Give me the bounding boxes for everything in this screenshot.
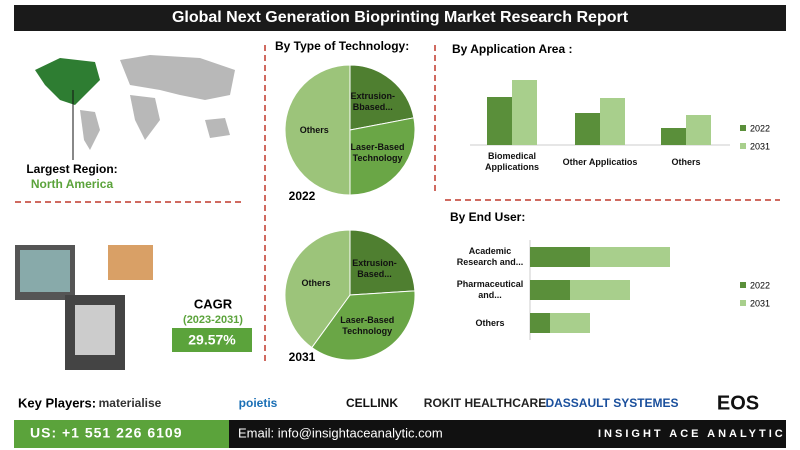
- legend-label: 2022: [750, 123, 770, 133]
- bar: [530, 280, 570, 300]
- legend-swatch: [740, 143, 746, 149]
- label-box: Extrusion-Bbased...: [350, 91, 396, 113]
- bar: [686, 115, 711, 145]
- label-box: Pharmaceutical and...: [456, 279, 524, 300]
- label: Extrusion-Based...: [352, 257, 397, 279]
- company-logo: DASSAULT SYSTEMES: [545, 396, 678, 410]
- label-box: Other Applicatios: [562, 156, 638, 167]
- bar: [512, 80, 537, 145]
- label: Others: [671, 156, 701, 167]
- legend-swatch: [740, 125, 746, 131]
- world-map: [35, 55, 235, 150]
- chart-title: By Type of Technology:: [275, 39, 409, 53]
- company-logo: EOS: [717, 392, 759, 414]
- pie-slice: [349, 117, 416, 196]
- brand: INSIGHT ACE ANALYTIC: [598, 428, 786, 440]
- company-logo: ROKIT HEALTHCARE: [424, 396, 546, 410]
- pie-slice: [349, 229, 416, 296]
- label-box: Academic Research and...: [456, 246, 524, 267]
- cagr-value: 29.57%: [188, 332, 236, 348]
- chart-subtitle: 2031: [289, 350, 316, 364]
- label-box: Laser-Based Technology: [340, 315, 395, 337]
- chart-title: By Application Area :: [452, 42, 572, 56]
- label-box: Laser-Based Technology: [350, 141, 405, 163]
- pie-slice: [311, 290, 416, 361]
- legend-label: 2031: [750, 298, 770, 308]
- label-box: Biomedical Applications: [484, 151, 539, 172]
- phone: US: +1 551 226 6109: [30, 425, 183, 441]
- company-logo: materialise: [99, 396, 162, 410]
- label: Others: [299, 124, 329, 135]
- bar: [550, 313, 590, 333]
- email-bar: [229, 420, 786, 448]
- label: Laser-Based Technology: [340, 315, 395, 337]
- label: Others: [475, 317, 505, 328]
- label-box: Others: [299, 124, 329, 135]
- label: Academic Research and...: [456, 246, 524, 267]
- bar: [590, 247, 670, 267]
- legend-label: 2031: [750, 141, 770, 151]
- label-box: Others: [301, 278, 331, 289]
- title: Global Next Generation Bioprinting Marke…: [172, 9, 629, 26]
- region-label: Largest Region:: [26, 162, 117, 176]
- pie-slice: [349, 64, 415, 131]
- cagr-box: [172, 328, 252, 352]
- label: Pharmaceutical and...: [456, 279, 524, 300]
- company-logo: poietis: [239, 396, 278, 410]
- email: Email: info@insightaceanalytic.com: [238, 425, 443, 440]
- bar: [575, 113, 600, 145]
- bar: [530, 247, 590, 267]
- region-value: North America: [31, 177, 114, 191]
- legend-swatch: [740, 282, 746, 288]
- bar: [530, 313, 550, 333]
- chart-title: By End User:: [450, 210, 525, 224]
- header-bar: [14, 5, 786, 31]
- bar: [600, 98, 625, 145]
- label: Laser-Based Technology: [350, 141, 405, 163]
- legend-swatch: [740, 300, 746, 306]
- label: Biomedical Applications: [484, 151, 539, 172]
- label: Other Applicatios: [562, 156, 638, 167]
- key-players-label: Key Players:: [18, 395, 96, 410]
- label: Others: [301, 278, 331, 289]
- cagr-period: (2023-2031): [183, 314, 243, 326]
- label-box: Others: [671, 156, 701, 167]
- cagr-label: CAGR: [194, 296, 233, 311]
- bar: [661, 128, 686, 145]
- company-logo: CELLINK: [346, 396, 398, 410]
- dividers: [15, 45, 780, 365]
- label-box: Extrusion-Based...: [352, 257, 397, 279]
- bar: [487, 97, 512, 145]
- bar: [570, 280, 630, 300]
- label-box: Others: [475, 317, 505, 328]
- pie-slice: [284, 64, 351, 196]
- chart-subtitle: 2022: [289, 189, 316, 203]
- printer-illustration: [15, 245, 153, 370]
- label: Extrusion-Bbased...: [350, 91, 396, 113]
- legend-label: 2022: [750, 280, 770, 290]
- pie-slice: [284, 229, 351, 349]
- phone-bar: [14, 420, 229, 448]
